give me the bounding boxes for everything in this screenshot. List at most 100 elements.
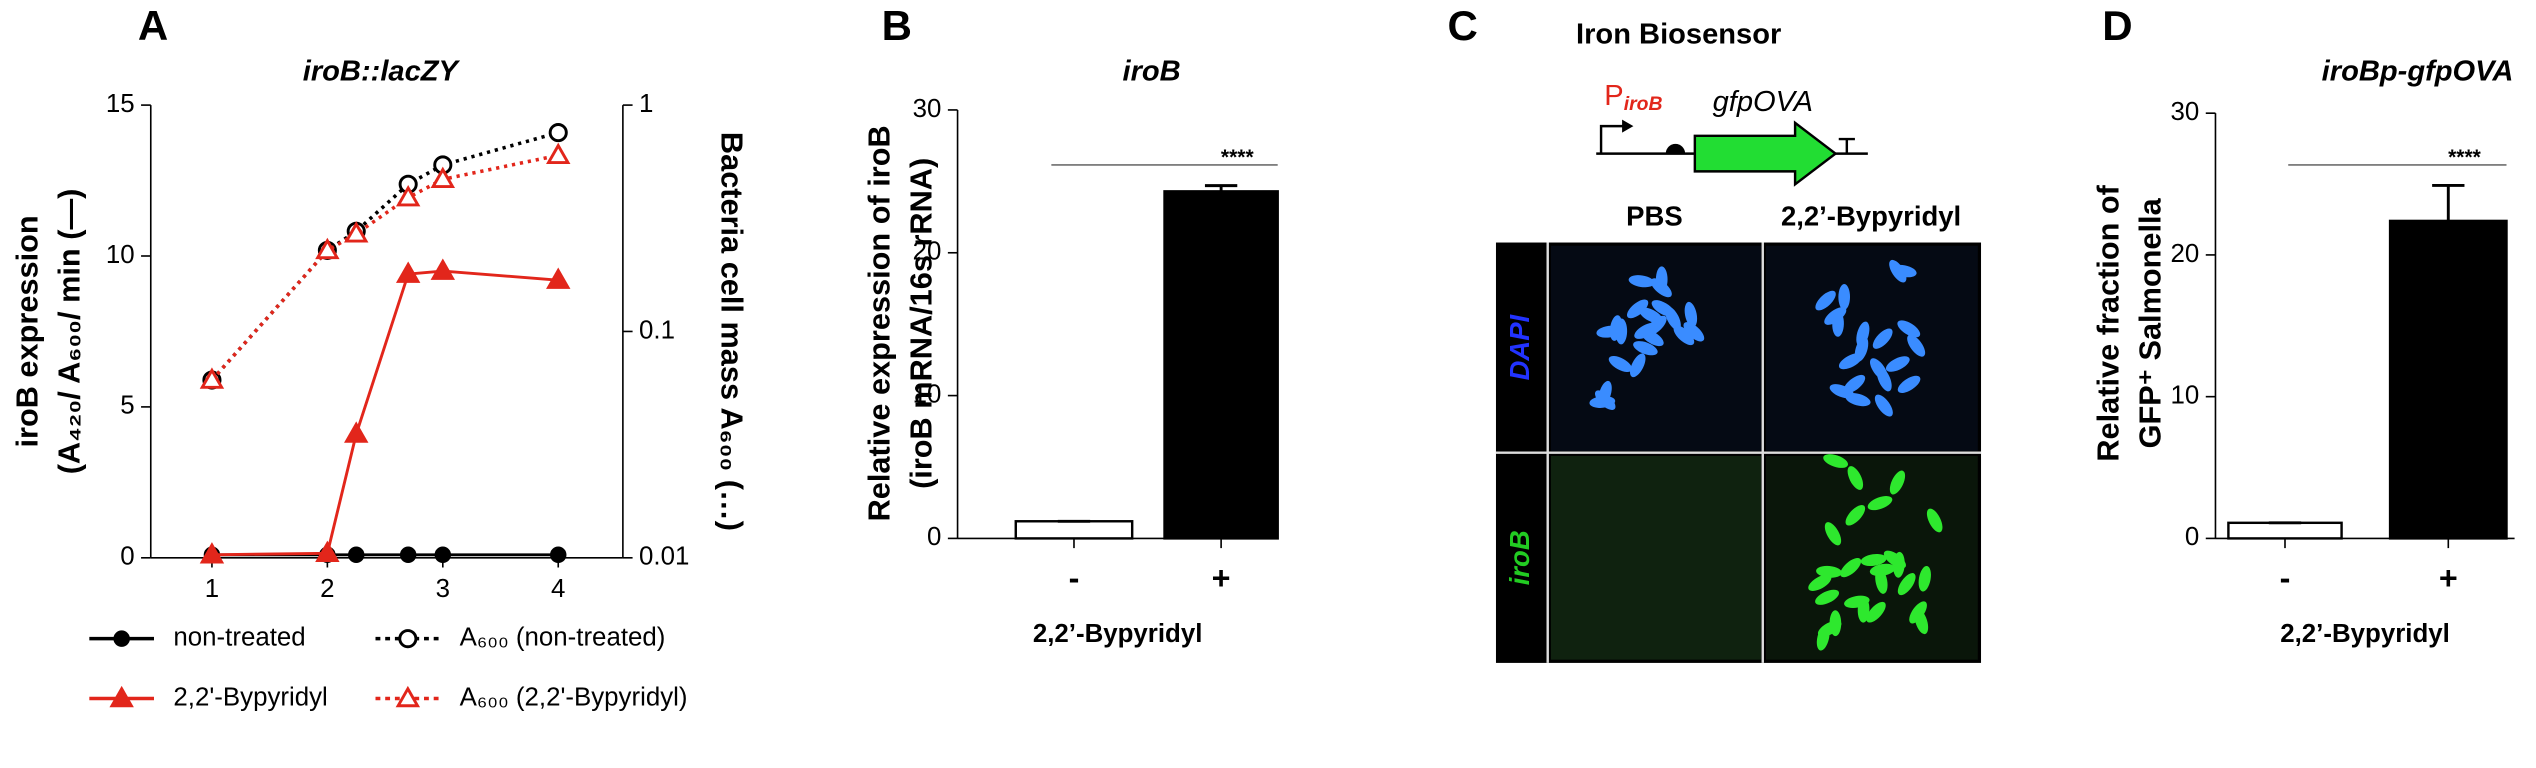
bacterium: [1860, 553, 1887, 567]
bacterium: [1883, 550, 1906, 569]
terminator: [1838, 137, 1855, 154]
promoter-arrowhead: [1622, 119, 1634, 133]
bacterium: [1866, 601, 1886, 623]
marker: [399, 546, 417, 564]
x-tick-label: +: [2439, 560, 2458, 596]
marker: [315, 540, 340, 563]
y-tick-label: 0: [120, 543, 134, 571]
legend-label: A₆₀₀ (2,2'-Bypyridyl): [460, 683, 688, 711]
series-line: [210, 130, 559, 382]
bacterium: [1628, 275, 1655, 288]
y2-axis-label: Bacteria cell mass A₆₀₀ (…): [714, 132, 749, 531]
bacterium: [1626, 299, 1649, 319]
chart-title: iroB: [1122, 55, 1180, 87]
gene-arrow: [1693, 120, 1838, 187]
marker: [549, 546, 567, 564]
bacterium: [1609, 315, 1623, 341]
legend-marker: [109, 685, 134, 708]
x-tick-label: -: [1069, 560, 1080, 596]
y-axis-label: Relative expression of iroB: [862, 125, 897, 521]
column-label: 2,2’-Bypyridyl: [1781, 201, 1961, 232]
bacterium: [1897, 573, 1916, 596]
legend-label: A₆₀₀ (non-treated): [460, 623, 666, 651]
marker: [434, 546, 452, 564]
y-tick-label: 10: [2171, 381, 2200, 409]
panel-letter: C: [1447, 2, 1477, 49]
bacterium: [1673, 325, 1695, 346]
bacterium: [1815, 290, 1836, 311]
bacterium: [1684, 301, 1698, 328]
bacterium: [1897, 375, 1921, 393]
marker: [347, 546, 365, 564]
x-tick-label: 4: [551, 575, 565, 603]
bacterium: [1629, 353, 1646, 378]
marker: [395, 185, 421, 207]
row-label: DAPI: [1504, 313, 1535, 380]
y-tick-label: 20: [913, 238, 942, 266]
promoter-label: PiroB: [1604, 80, 1662, 116]
x-axis-label: 2,2’-Bypyridyl: [2280, 620, 2450, 648]
x-tick-label: +: [1212, 560, 1231, 596]
x-tick-label: 1: [205, 575, 219, 603]
legend-marker: [398, 629, 418, 649]
marker: [199, 542, 225, 564]
bacterium: [1816, 565, 1842, 578]
bacterium: [1634, 322, 1658, 339]
x-tick-label: -: [2280, 560, 2291, 596]
marker: [395, 261, 421, 283]
bacterium: [1914, 609, 1929, 635]
y-tick-label: 5: [120, 392, 134, 420]
chart-title: iroBp-gfpOVA: [2322, 55, 2514, 87]
micrograph: [1765, 245, 1978, 452]
bacterium: [1829, 610, 1842, 637]
x-tick-label: 3: [436, 575, 450, 603]
bacterium: [1926, 508, 1943, 533]
x-tick-label: 2: [320, 575, 334, 603]
error-bar: [1204, 184, 1238, 192]
bacterium: [1847, 466, 1864, 490]
y-axis-label: Relative fraction of: [2090, 184, 2125, 461]
y-axis-label: GFP⁺ Salmonella: [2133, 197, 2168, 448]
bacterium: [1808, 574, 1832, 591]
y-tick-label: 20: [2171, 240, 2200, 268]
marker: [344, 421, 369, 443]
marker: [430, 166, 456, 189]
y2-tick-label: 1: [639, 90, 653, 118]
bacterium: [1889, 470, 1906, 495]
bacterium: [1650, 278, 1672, 298]
bacterium: [1838, 284, 1851, 310]
legend-label: 2,2'-Bypyridyl: [173, 683, 327, 711]
series-line: [211, 269, 559, 557]
y-tick-label: 30: [913, 95, 942, 123]
bacterium: [1854, 336, 1869, 362]
marker: [548, 123, 568, 143]
bacterium: [1823, 454, 1849, 468]
bacterium: [1843, 374, 1866, 394]
significance-label: ****: [1221, 146, 1255, 169]
bacterium: [1683, 322, 1705, 342]
bacterium: [1874, 394, 1893, 417]
marker: [315, 237, 340, 260]
marker: [430, 258, 456, 280]
panel-letter: D: [2102, 2, 2132, 49]
x-axis-label: 2,2’-Bypyridyl: [1033, 620, 1203, 648]
bacterium: [1897, 320, 1921, 338]
bacterium: [1867, 496, 1893, 511]
promoter-p: P: [1604, 80, 1623, 112]
bacterium: [1857, 596, 1870, 623]
column-label: PBS: [1626, 201, 1682, 232]
row-label: iroB: [1504, 530, 1535, 585]
bacterium: [1907, 334, 1926, 357]
y-tick-label: 15: [106, 90, 135, 118]
y-axis-label: (iroB mRNA/16s rRNA): [904, 158, 939, 489]
y-tick-label: 10: [913, 380, 942, 408]
marker: [546, 267, 571, 289]
bar: [1014, 520, 1134, 540]
bacterium: [1816, 625, 1830, 651]
panel-title: Iron Biosensor: [1576, 18, 1781, 50]
bacterium: [1845, 504, 1866, 526]
significance-label: ****: [2448, 146, 2482, 169]
bacterium: [1840, 558, 1862, 578]
y-tick-label: 0: [2185, 523, 2199, 551]
